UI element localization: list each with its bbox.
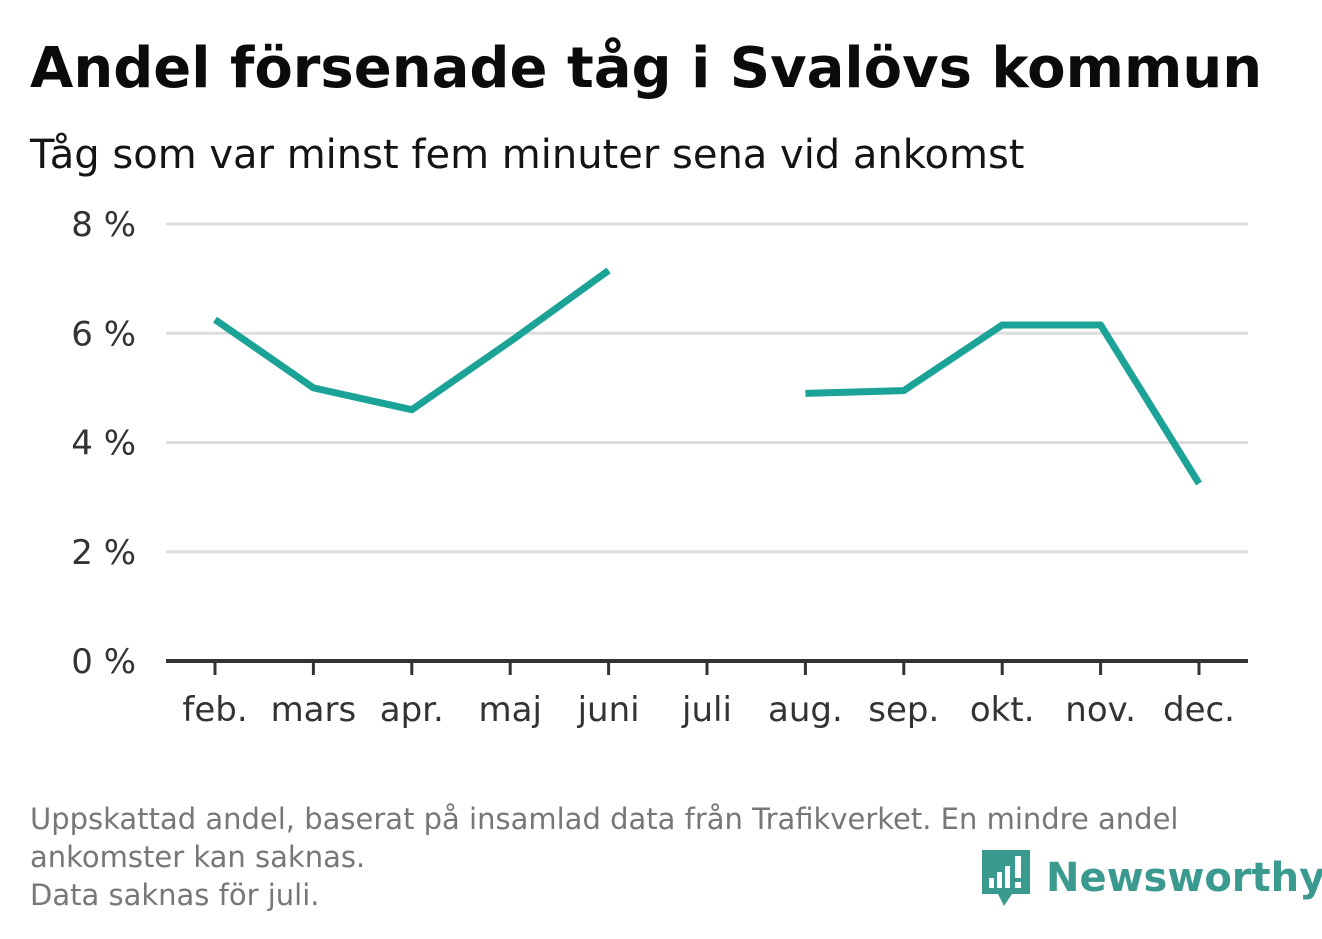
y-tick-label: 6 % (71, 314, 136, 354)
series-line (805, 321, 1202, 486)
y-tick-label: 4 % (71, 424, 136, 464)
logo-text: Newsworthy (1046, 855, 1322, 901)
x-tick-label: juli (681, 690, 732, 730)
y-tick-label: 2 % (71, 533, 136, 573)
chart-title: Andel försenade tåg i Svalövs kommun (30, 36, 1263, 101)
footnote: Uppskattad andel, baserat på insamlad da… (30, 800, 1178, 914)
x-axis-tick-labels: feb. mars apr. maj juni juli aug. sep. okt. nov. d… (182, 690, 1235, 730)
footnote-line: Uppskattad andel, baserat på insamlad da… (30, 802, 1179, 836)
x-tick-label: feb. (182, 690, 247, 730)
x-tick-label: dec. (1163, 690, 1235, 730)
line-chart: 0 % 2 % 4 % 6 % 8 % feb. mars apr. maj juni juli a… (71, 205, 1248, 730)
x-tick-label: nov. (1065, 690, 1136, 730)
newsworthy-logo: Newsworthy (980, 848, 1322, 908)
x-tick-label: sep. (868, 690, 939, 730)
x-tick-label: mars (271, 690, 357, 730)
footnote-line: ankomster kan saknas. (30, 840, 366, 874)
x-tick-label: apr. (380, 690, 444, 730)
x-tick-label: maj (478, 690, 541, 730)
gridlines (166, 222, 1248, 554)
x-tick-label: juni (577, 690, 640, 730)
y-tick-label: 0 % (71, 642, 136, 682)
y-tick-label: 8 % (71, 205, 136, 245)
bar-chart-speech-bubble-icon (982, 850, 1030, 906)
x-axis (166, 659, 1248, 675)
x-tick-label: okt. (970, 690, 1035, 730)
data-series (213, 267, 1202, 486)
x-tick-label: aug. (768, 690, 843, 730)
series-line (213, 267, 611, 414)
chart-subtitle: Tåg som var minst fem minuter sena vid a… (30, 132, 1025, 178)
footnote-line: Data saknas för juli. (30, 878, 320, 912)
y-axis-tick-labels: 0 % 2 % 4 % 6 % 8 % (71, 205, 136, 682)
